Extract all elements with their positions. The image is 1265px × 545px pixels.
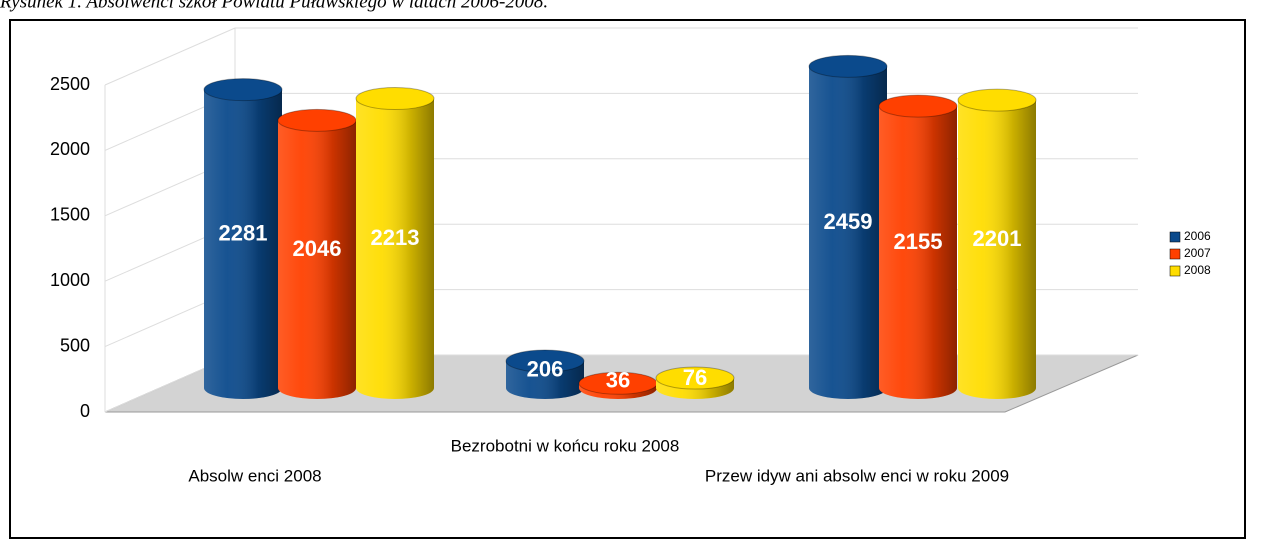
y-tick-label: 500 [60, 335, 90, 355]
legend-label: 2007 [1184, 246, 1211, 260]
legend-swatch [1169, 248, 1181, 260]
data-label: 76 [683, 365, 707, 390]
bar-top [355, 87, 435, 111]
bar-top [878, 94, 958, 118]
data-label: 206 [527, 356, 564, 381]
bar-top [505, 349, 585, 373]
grid-line [104, 27, 236, 86]
bar-top [655, 366, 735, 390]
bar-shade [879, 106, 957, 399]
y-tick-label: 2500 [50, 74, 90, 94]
legend-label: 2008 [1184, 263, 1211, 277]
bar-shade [278, 120, 356, 399]
data-label: 2281 [219, 221, 268, 246]
bar-top [203, 78, 283, 102]
y-tick-label: 1000 [50, 270, 90, 290]
x-tick-label: Absolw enci 2008 [188, 466, 321, 485]
legend-label: 2006 [1184, 229, 1211, 243]
bar-shade [204, 89, 282, 399]
data-label: 2213 [371, 225, 420, 250]
x-tick-label: Bezrobotni w końcu roku 2008 [451, 436, 680, 455]
bar-top [277, 108, 357, 132]
bar-shade [356, 98, 434, 399]
y-tick-label: 0 [80, 401, 90, 421]
data-label: 2459 [824, 209, 873, 234]
data-label: 2201 [973, 226, 1022, 251]
bar-shade [809, 66, 887, 400]
caption: Rysunek 1. Absolwenci szkół Powiatu Puła… [0, 0, 548, 12]
y-tick-label: 1500 [50, 205, 90, 225]
bar-shade [958, 100, 1036, 400]
data-label: 36 [606, 367, 630, 392]
y-tick-label: 2000 [50, 139, 90, 159]
bar-top [808, 54, 888, 78]
legend-swatch [1169, 265, 1181, 277]
x-tick-label: Przew idyw ani absolw enci w roku 2009 [705, 466, 1009, 485]
legend-swatch [1169, 231, 1181, 243]
data-label: 2046 [293, 236, 342, 261]
bar-top [957, 88, 1037, 112]
data-label: 2155 [894, 229, 943, 254]
frame [9, 19, 1246, 539]
